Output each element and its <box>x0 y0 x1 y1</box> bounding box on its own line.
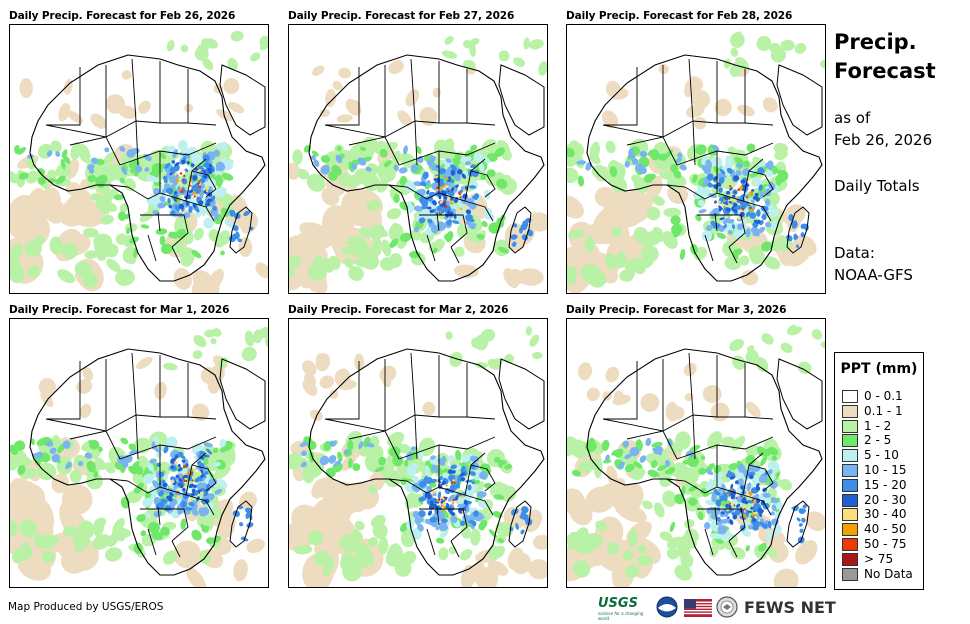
precip-map <box>566 318 826 588</box>
map-credit: Map Produced by USGS/EROS <box>8 601 164 613</box>
legend-swatch <box>842 493 858 507</box>
panel-title: Daily Precip. Forecast for Mar 3, 2026 <box>566 304 787 316</box>
legend-label: 20 - 30 <box>864 492 907 507</box>
legend-label: 5 - 10 <box>864 448 899 463</box>
panel-title: Daily Precip. Forecast for Feb 27, 2026 <box>288 10 515 22</box>
data-label: Data: <box>834 244 875 262</box>
precip-map <box>9 24 269 294</box>
legend-swatch <box>842 419 858 433</box>
panel-title: Daily Precip. Forecast for Feb 28, 2026 <box>566 10 793 22</box>
us-flag-logo <box>684 596 712 620</box>
forecast-title: Precip. Forecast <box>834 30 936 83</box>
panel-title: Daily Precip. Forecast for Mar 1, 2026 <box>9 304 230 316</box>
legend-swatch <box>842 464 858 477</box>
as-of-date: Feb 26, 2026 <box>834 131 933 149</box>
legend-label: 50 - 75 <box>864 537 907 551</box>
forecast-panel: Daily Precip. Forecast for Feb 28, 2026 <box>566 10 826 294</box>
forecast-panel: Daily Precip. Forecast for Mar 3, 2026 <box>566 304 826 588</box>
fews-net-logo: FEWS NET <box>744 598 836 617</box>
legend-swatch <box>842 567 858 581</box>
precip-map <box>566 24 826 294</box>
legend-swatch <box>842 478 858 492</box>
panel-title: Daily Precip. Forecast for Feb 26, 2026 <box>9 10 236 22</box>
panel-title: Daily Precip. Forecast for Mar 2, 2026 <box>288 304 509 316</box>
legend-label: 30 - 40 <box>864 507 907 522</box>
legend-label: > 75 <box>864 551 894 566</box>
legend-label: 10 - 15 <box>864 463 907 477</box>
legend-label: 15 - 20 <box>864 477 907 492</box>
legend-title: PPT (mm) <box>840 361 918 377</box>
legend-label: 1 - 2 <box>864 418 892 433</box>
state-dept-seal-logo <box>716 596 738 620</box>
legend-label: 2 - 5 <box>864 433 892 448</box>
legend-label: 40 - 50 <box>864 522 907 537</box>
as-of-label: as of <box>834 109 871 127</box>
legend-swatch <box>842 404 858 418</box>
legend-label: 0.1 - 1 <box>864 403 903 418</box>
legend-swatch <box>842 434 858 448</box>
forecast-panel: Daily Precip. Forecast for Mar 1, 2026 <box>9 304 269 588</box>
forecast-panel: Daily Precip. Forecast for Feb 26, 2026 <box>9 10 269 294</box>
legend-swatch <box>842 523 858 537</box>
legend-swatch <box>842 538 858 551</box>
precip-map <box>288 318 548 588</box>
usgs-logo: USGS science for a changing world <box>598 596 644 621</box>
precip-map <box>9 318 269 588</box>
legend-swatch <box>842 390 858 403</box>
totals-label: Daily Totals <box>834 177 920 195</box>
legend-label: No Data <box>864 566 913 581</box>
legend-label: 0 - 0.1 <box>864 389 903 403</box>
forecast-panel: Daily Precip. Forecast for Mar 2, 2026 <box>288 304 548 588</box>
data-source: NOAA-GFS <box>834 266 913 284</box>
forecast-panel: Daily Precip. Forecast for Feb 27, 2026 <box>288 10 548 294</box>
noaa-logo <box>656 596 678 620</box>
legend-swatch <box>842 508 858 522</box>
legend-swatch <box>842 449 858 463</box>
precip-map <box>288 24 548 294</box>
legend-swatch <box>842 552 858 566</box>
